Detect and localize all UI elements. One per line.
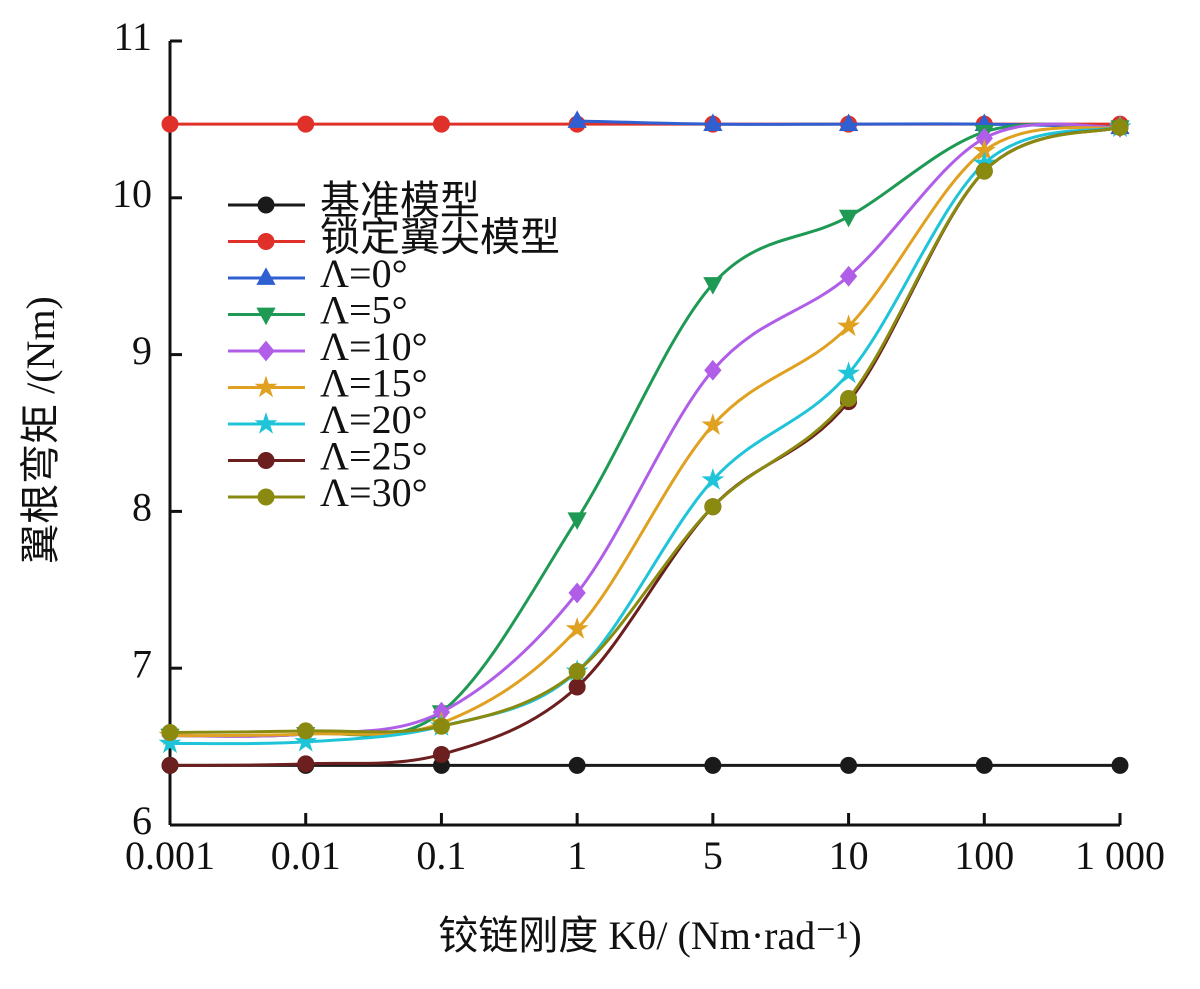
x-tick-label: 0.001: [125, 833, 215, 878]
x-tick-label: 1: [567, 833, 587, 878]
data-point: [704, 498, 722, 516]
data-point: [838, 113, 859, 132]
legend-marker: [254, 411, 278, 434]
data-point: [837, 361, 860, 384]
y-tick-label: 9: [132, 328, 152, 373]
x-tick-label: 0.1: [416, 833, 466, 878]
data-point: [1111, 118, 1129, 136]
legend-marker: [256, 307, 276, 326]
data-point: [704, 756, 722, 774]
data-point: [975, 162, 993, 180]
legend-label: 基准模型: [320, 178, 480, 223]
x-tick-label: 5: [703, 833, 723, 878]
series-line: [169, 125, 1121, 767]
data-point: [703, 277, 723, 295]
data-point: [161, 756, 179, 774]
data-point: [567, 110, 587, 128]
series-line: [169, 125, 1121, 746]
data-point: [975, 756, 993, 774]
data-point: [297, 115, 315, 133]
data-point: [568, 662, 586, 680]
series-line: [169, 125, 1121, 738]
x-axis-label: 铰链刚度 Kθ/ (Nm·rad⁻¹): [438, 913, 861, 958]
legend-label: Λ=15°: [320, 361, 428, 406]
data-point: [297, 722, 315, 740]
legend-label: Λ=25°: [320, 434, 428, 479]
data-point: [837, 314, 860, 337]
x-tick-label: 1 000: [1075, 833, 1165, 878]
y-tick-label: 10: [112, 171, 152, 216]
y-tick-label: 7: [132, 641, 152, 686]
data-point: [294, 729, 318, 752]
legend-marker: [257, 340, 275, 362]
legend-label: Λ=10°: [320, 324, 428, 369]
data-point: [161, 115, 179, 133]
x-tick-label: 100: [954, 833, 1014, 878]
data-point: [704, 359, 722, 381]
data-point: [565, 616, 589, 639]
data-point: [1111, 756, 1129, 774]
y-axis-label: 翼根弯矩 /(Nm): [18, 296, 63, 564]
y-tick-label: 8: [132, 485, 152, 530]
series-line: [169, 125, 1121, 734]
data-point: [568, 678, 586, 696]
data-point: [432, 717, 450, 735]
data-point: [297, 755, 315, 773]
data-point: [568, 756, 586, 774]
data-point: [703, 113, 723, 132]
data-point: [432, 745, 450, 763]
y-tick-label: 11: [113, 14, 152, 59]
data-point: [840, 756, 858, 774]
legend-marker: [256, 267, 276, 285]
legend-marker: [254, 375, 278, 398]
legend-label: 锁定翼尖模型: [320, 215, 560, 260]
series-line: [169, 122, 1121, 738]
y-tick-label: 6: [132, 798, 152, 843]
data-point: [161, 723, 179, 741]
x-tick-label: 0.01: [271, 833, 341, 878]
legend-marker: [257, 233, 275, 250]
data-point: [838, 209, 859, 228]
legend-label: Λ=20°: [320, 397, 428, 442]
legend-label: Λ=30°: [320, 470, 428, 515]
data-point: [432, 115, 450, 133]
legend-marker: [257, 488, 275, 506]
data-point: [158, 731, 182, 754]
x-tick-label: 10: [829, 833, 869, 878]
data-point: [839, 265, 858, 287]
legend-marker: [257, 452, 275, 469]
series-line: [169, 122, 1121, 738]
legend-label: Λ=0°: [320, 251, 408, 296]
data-point: [701, 413, 725, 435]
legend-label: Λ=5°: [320, 288, 408, 333]
data-point: [567, 512, 587, 530]
data-point: [840, 390, 858, 408]
data-point: [701, 468, 725, 490]
legend-marker: [257, 196, 275, 214]
data-point: [568, 582, 586, 604]
